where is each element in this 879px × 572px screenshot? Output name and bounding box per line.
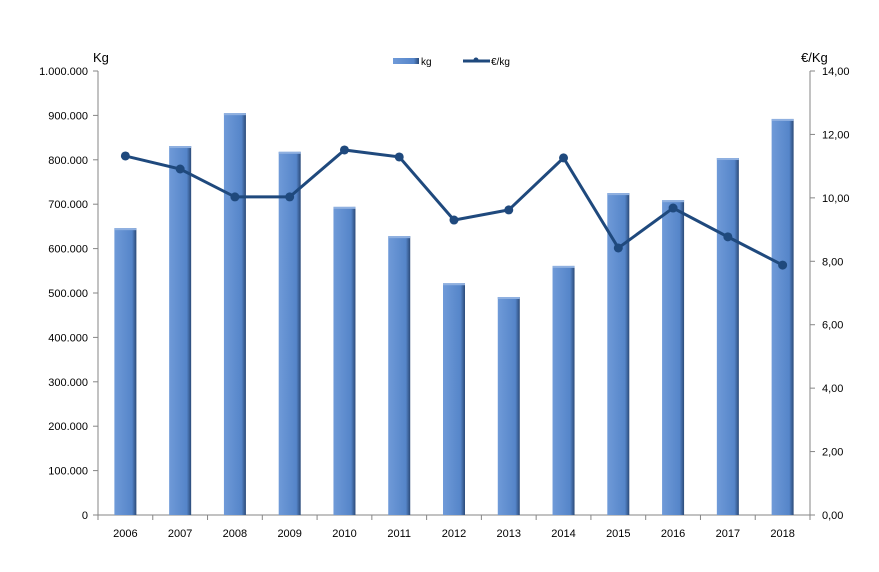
legend-swatch-kg xyxy=(393,58,419,64)
bar-top-highlight xyxy=(662,200,685,203)
price-point-2011 xyxy=(394,152,404,162)
legend-label-kg: kg xyxy=(421,57,432,68)
x-tick-label: 2013 xyxy=(497,528,521,540)
x-tick-label: 2008 xyxy=(223,528,247,540)
price-point-2015 xyxy=(613,243,623,253)
bar-top-highlight xyxy=(278,151,301,154)
y2-tick-label: 14,00 xyxy=(822,66,850,78)
x-tick-label: 2014 xyxy=(551,528,575,540)
y-tick-label: 1.000.000 xyxy=(39,66,88,78)
x-tick-label: 2018 xyxy=(770,528,794,540)
x-tick-label: 2016 xyxy=(661,528,685,540)
bar-top-highlight xyxy=(607,193,630,196)
y2-axis-title: €/Kg xyxy=(801,50,828,65)
bar-top-highlight xyxy=(223,113,246,116)
y-tick-label: 800.000 xyxy=(48,155,88,167)
y-tick-label: 600.000 xyxy=(48,244,88,256)
y-tick-label: 100.000 xyxy=(48,466,88,478)
x-tick-label: 2012 xyxy=(442,528,466,540)
bar-2007 xyxy=(169,146,192,515)
bar-2010 xyxy=(333,206,356,515)
bar-2008 xyxy=(223,113,246,516)
price-point-2018 xyxy=(778,260,788,270)
price-point-2017 xyxy=(723,232,733,242)
bar-top-highlight xyxy=(771,118,794,121)
bar-2018 xyxy=(771,118,794,516)
price-point-2008 xyxy=(230,192,240,202)
x-tick-label: 2017 xyxy=(716,528,740,540)
x-tick-label: 2007 xyxy=(168,528,192,540)
bar-top-highlight xyxy=(114,228,137,231)
bar-2009 xyxy=(278,151,301,516)
y2-tick-label: 0,00 xyxy=(822,510,843,522)
price-point-2016 xyxy=(668,203,678,213)
y-tick-label: 300.000 xyxy=(48,377,88,389)
y-tick-label: 900.000 xyxy=(48,110,88,122)
y-tick-label: 200.000 xyxy=(48,421,88,433)
bar-2013 xyxy=(497,296,520,515)
price-point-2010 xyxy=(339,145,349,155)
price-point-2006 xyxy=(120,151,130,161)
x-tick-label: 2015 xyxy=(606,528,630,540)
bar-2015 xyxy=(607,193,630,515)
bar-2012 xyxy=(443,283,465,515)
bar-2006 xyxy=(114,228,137,515)
y-axis-title: Kg xyxy=(93,50,109,65)
bar-top-highlight xyxy=(169,146,192,149)
bar-2017 xyxy=(716,158,739,516)
y2-tick-label: 10,00 xyxy=(822,193,850,205)
price-point-2012 xyxy=(449,215,459,225)
bar-2011 xyxy=(388,236,411,515)
bar-2014 xyxy=(552,265,575,515)
y-tick-label: 700.000 xyxy=(48,199,88,211)
price-point-2007 xyxy=(175,164,185,174)
bar-2016 xyxy=(662,200,685,516)
x-tick-label: 2010 xyxy=(332,528,356,540)
x-tick-label: 2009 xyxy=(277,528,301,540)
y2-tick-label: 4,00 xyxy=(822,383,843,395)
y-tick-label: 400.000 xyxy=(48,332,88,344)
bar-top-highlight xyxy=(552,265,575,268)
price-point-2013 xyxy=(504,205,514,215)
bar-top-highlight xyxy=(443,283,465,286)
y2-tick-label: 8,00 xyxy=(822,256,843,268)
bar-top-highlight xyxy=(333,206,356,209)
x-tick-label: 2011 xyxy=(387,528,411,540)
bar-top-highlight xyxy=(388,236,411,239)
y-tick-label: 500.000 xyxy=(48,288,88,300)
price-point-2009 xyxy=(285,192,295,202)
legend-marker-price xyxy=(473,57,479,63)
y2-tick-label: 6,00 xyxy=(822,320,843,332)
y-tick-label: 0 xyxy=(82,510,88,522)
bar-top-highlight xyxy=(497,296,520,299)
bar-top-highlight xyxy=(716,158,739,161)
y2-tick-label: 2,00 xyxy=(822,447,843,459)
price-point-2014 xyxy=(559,153,569,163)
legend-label-price: €/kg xyxy=(491,57,510,68)
y2-tick-label: 12,00 xyxy=(822,129,850,141)
x-tick-label: 2006 xyxy=(113,528,137,540)
